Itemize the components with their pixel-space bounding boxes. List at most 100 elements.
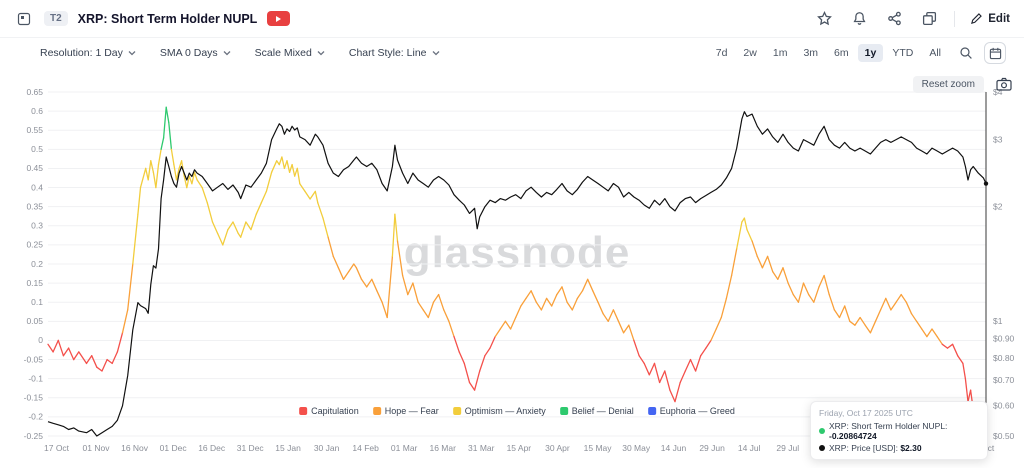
series-dot-icon (819, 428, 825, 434)
nupl-line-segment (612, 309, 620, 322)
nupl-line-segment (432, 293, 440, 303)
sma-dropdown[interactable]: SMA 0 Days (160, 47, 231, 59)
legend-item[interactable]: Euphoria — Greed (647, 406, 735, 416)
date-picker-button[interactable] (984, 42, 1006, 64)
nupl-line-segment (137, 186, 142, 215)
nupl-line-segment (787, 282, 794, 296)
legend-label: Optimism — Anxiety (464, 406, 546, 416)
legend-item[interactable]: Capitulation (299, 406, 359, 416)
y-axis-label-left: 0.5 (31, 144, 43, 154)
nupl-line-segment (407, 282, 414, 296)
tooltip-date: Friday, Oct 17 2025 UTC (819, 408, 913, 418)
nupl-line-segment (813, 286, 820, 303)
zoom-select-button[interactable] (955, 42, 977, 64)
legend-swatch (299, 407, 308, 415)
range-button-1y[interactable]: 1y (857, 44, 884, 62)
header-left: T2 XRP: Short Term Holder NUPL (14, 9, 291, 29)
nupl-line-segment (168, 121, 173, 150)
nupl-line-segment (556, 286, 563, 296)
chart-style-label: Chart Style: Line (348, 47, 427, 59)
x-axis-label: 17 Oct (44, 443, 70, 453)
resolution-dropdown[interactable]: Resolution: 1 Day (40, 47, 136, 59)
legend-item[interactable]: Belief — Denial (559, 406, 634, 416)
tooltip-row: XRP: Short Term Holder NUPL: -0.20864724 (819, 421, 979, 441)
youtube-button[interactable] (267, 11, 291, 26)
favorite-button[interactable] (814, 9, 834, 29)
range-button-all[interactable]: All (922, 44, 948, 62)
nupl-line-segment (689, 358, 697, 372)
nupl-line-segment (232, 221, 239, 235)
chart-style-dropdown[interactable]: Chart Style: Line (349, 47, 440, 59)
x-axis-label: 01 Mar (391, 443, 418, 453)
nupl-line-segment (157, 148, 162, 166)
y-axis-label-right: $4 (993, 87, 1003, 97)
nupl-line-segment (132, 213, 139, 265)
nupl-line-segment (417, 301, 424, 311)
y-axis-label-left: 0.35 (26, 201, 43, 211)
legend-item[interactable]: Hope — Fear (372, 406, 439, 416)
x-axis-label: 15 Apr (507, 443, 532, 453)
nupl-line-segment (905, 301, 913, 315)
legend-swatch (559, 407, 568, 415)
nupl-line-segment (633, 339, 640, 357)
nupl-line-segment (127, 263, 134, 311)
share-button[interactable] (884, 9, 904, 29)
nupl-line-segment (152, 171, 157, 189)
range-button-3m[interactable]: 3m (796, 44, 825, 62)
nupl-line-segment (288, 163, 293, 173)
x-axis-label: 01 Dec (160, 443, 188, 453)
alerts-button[interactable] (849, 9, 869, 29)
nupl-line-segment (643, 362, 650, 376)
y-axis-label-right: $1 (993, 316, 1003, 326)
page-title: XRP: Short Term Holder NUPL (77, 11, 258, 26)
workbench-tab-badge[interactable]: T2 (44, 11, 68, 26)
nupl-line-segment (473, 370, 481, 391)
nupl-line-segment (638, 355, 645, 365)
y-axis-label-left: 0.15 (26, 278, 43, 288)
nupl-line-segment (394, 213, 399, 242)
chart-header: T2 XRP: Short Term Holder NUPL (0, 0, 1024, 38)
nupl-line-segment (535, 301, 543, 311)
y-axis-label-left: -0.2 (28, 412, 43, 422)
scale-dropdown[interactable]: Scale Mixed (255, 47, 325, 59)
y-axis-label-right: $0.80 (993, 353, 1015, 363)
range-selector: 7d 2w 1m 3m 6m 1y YTD All (709, 44, 948, 62)
panel-toggle-button[interactable] (14, 9, 34, 29)
nupl-line-segment (96, 366, 103, 372)
nupl-line-segment (360, 278, 368, 288)
duplicate-button[interactable] (919, 9, 939, 29)
edit-button[interactable]: Edit (970, 12, 1010, 25)
legend-item[interactable]: Optimism — Anxiety (452, 406, 546, 416)
y-axis-label-left: 0.55 (26, 125, 43, 135)
range-button-1m[interactable]: 1m (766, 44, 795, 62)
nupl-line-segment (499, 320, 507, 330)
tooltip-value: -0.20864724 (829, 431, 877, 441)
nupl-line-segment (885, 297, 892, 311)
screenshot-button[interactable] (994, 74, 1014, 94)
nupl-line-segment (710, 328, 717, 342)
nupl-line-segment (859, 316, 866, 326)
range-button-ytd[interactable]: YTD (885, 44, 920, 62)
x-axis-label: 16 Mar (429, 443, 456, 453)
range-button-6m[interactable]: 6m (827, 44, 856, 62)
y-axis-label-left: -0.25 (24, 431, 44, 441)
chart-area[interactable]: glassnode 0.65 0.6 0.55 0.5 0.45 0.4 0.35 0.3 0.… (0, 68, 1024, 468)
nupl-line-segment (725, 274, 733, 300)
nupl-line-segment (183, 175, 188, 189)
range-button-2w[interactable]: 2w (736, 44, 763, 62)
nupl-line-segment (296, 167, 301, 185)
nupl-line-segment (211, 221, 219, 235)
nupl-line-segment (386, 255, 394, 319)
nupl-line-segment (309, 190, 316, 200)
x-axis-label: 29 Jul (776, 443, 799, 453)
nupl-line-segment (910, 313, 918, 322)
x-axis-label: 16 Nov (121, 443, 149, 453)
nupl-line-segment (348, 263, 355, 273)
range-button-7d[interactable]: 7d (709, 44, 735, 62)
chart-canvas[interactable]: 0.65 0.6 0.55 0.5 0.45 0.4 0.35 0.3 0.25 0.2 0.15 0… (0, 68, 1024, 468)
reset-zoom-button[interactable]: Reset zoom (912, 75, 984, 93)
nupl-line-segment (139, 167, 147, 189)
sma-label: SMA 0 Days (159, 47, 218, 59)
chevron-down-icon (223, 51, 231, 56)
x-axis-label: 16 Dec (198, 443, 226, 453)
